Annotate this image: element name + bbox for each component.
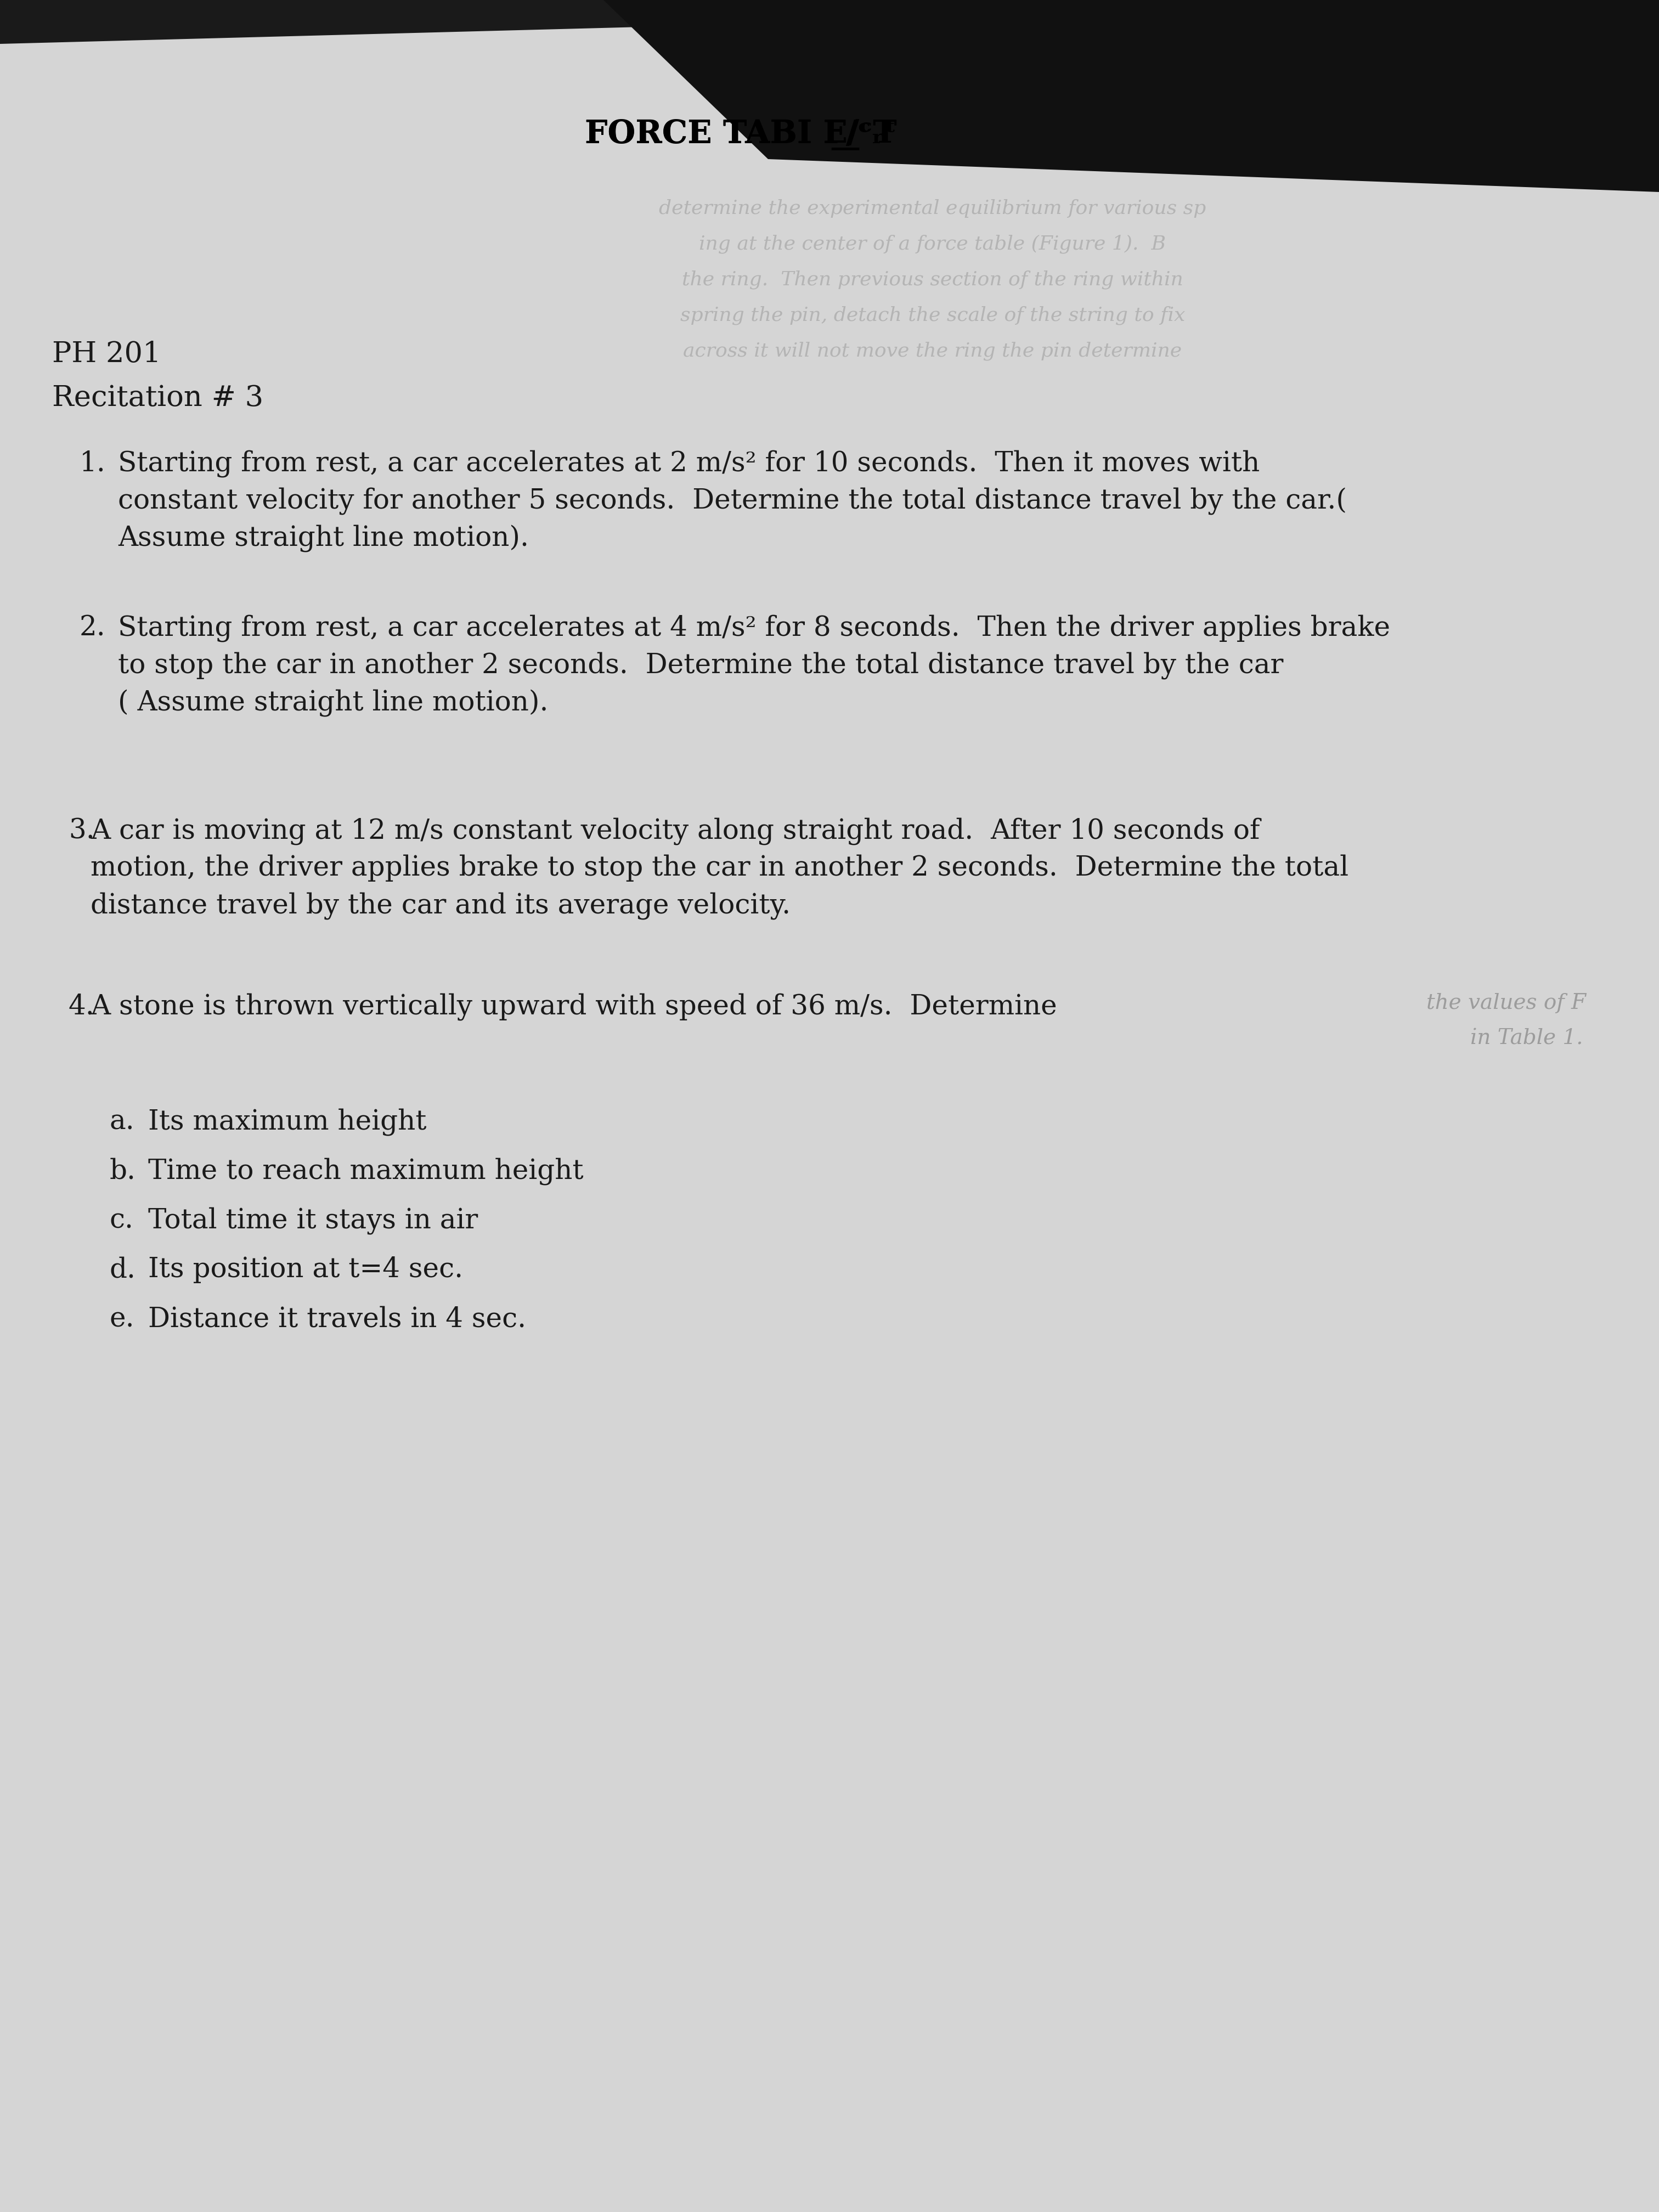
Text: constant velocity for another 5 seconds.  Determine the total distance travel by: constant velocity for another 5 seconds.…	[118, 487, 1347, 515]
Text: 2.: 2.	[80, 615, 106, 641]
Text: 4.: 4.	[68, 993, 95, 1020]
Text: determine the experimental equilibrium for various sp: determine the experimental equilibrium f…	[659, 199, 1206, 217]
Text: FORCE TABI F/ᶜᵣᵗ: FORCE TABI F/ᶜᵣᵗ	[584, 119, 896, 150]
Polygon shape	[383, 0, 1659, 192]
Text: Assume straight line motion).: Assume straight line motion).	[118, 524, 529, 553]
Text: the values of F: the values of F	[1427, 993, 1586, 1013]
Text: A stone is thrown vertically upward with speed of 36 m/s.  Determine: A stone is thrown vertically upward with…	[91, 993, 1057, 1020]
Text: Total time it stays in air: Total time it stays in air	[148, 1208, 478, 1234]
Text: Starting from rest, a car accelerates at 2 m/s² for 10 seconds.  Then it moves w: Starting from rest, a car accelerates at…	[118, 449, 1259, 478]
Text: distance travel by the car and its average velocity.: distance travel by the car and its avera…	[91, 891, 791, 920]
Text: to stop the car in another 2 seconds.  Determine the total distance travel by th: to stop the car in another 2 seconds. De…	[118, 653, 1284, 679]
Text: the ring.  Then previous section of the ring within: the ring. Then previous section of the r…	[682, 270, 1183, 290]
Text: ( Assume straight line motion).: ( Assume straight line motion).	[118, 690, 549, 717]
Text: Its maximum height: Its maximum height	[148, 1108, 426, 1135]
Text: Recitation # 3: Recitation # 3	[51, 385, 264, 411]
Text: Starting from rest, a car accelerates at 4 m/s² for 8 seconds.  Then the driver : Starting from rest, a car accelerates at…	[118, 615, 1390, 641]
Text: Distance it travels in 4 sec.: Distance it travels in 4 sec.	[148, 1305, 526, 1334]
Text: A car is moving at 12 m/s constant velocity along straight road.  After 10 secon: A car is moving at 12 m/s constant veloc…	[91, 818, 1259, 845]
Text: PH 201: PH 201	[51, 341, 161, 367]
Text: a.: a.	[109, 1108, 134, 1135]
Text: across it will not move the ring the pin determine: across it will not move the ring the pin…	[684, 341, 1181, 361]
Text: in Table 1.: in Table 1.	[1470, 1029, 1583, 1048]
Text: Time to reach maximum height: Time to reach maximum height	[148, 1157, 584, 1186]
Text: FORCE TABI E̲/̲ᶜT: FORCE TABI E̲/̲ᶜT	[584, 119, 896, 150]
Text: 1.: 1.	[80, 449, 106, 478]
Text: 3.: 3.	[68, 818, 95, 845]
Text: e.: e.	[109, 1305, 134, 1334]
Text: b.: b.	[109, 1157, 136, 1186]
Text: d.: d.	[109, 1256, 136, 1283]
Text: ing at the center of a force table (Figure 1).  B: ing at the center of a force table (Figu…	[698, 234, 1166, 254]
Text: motion, the driver applies brake to stop the car in another 2 seconds.  Determin: motion, the driver applies brake to stop…	[91, 854, 1349, 883]
Text: c.: c.	[109, 1208, 134, 1234]
Text: Its position at t=4 sec.: Its position at t=4 sec.	[148, 1256, 463, 1283]
Text: spring the pin, detach the scale of the string to fix: spring the pin, detach the scale of the …	[680, 305, 1185, 325]
